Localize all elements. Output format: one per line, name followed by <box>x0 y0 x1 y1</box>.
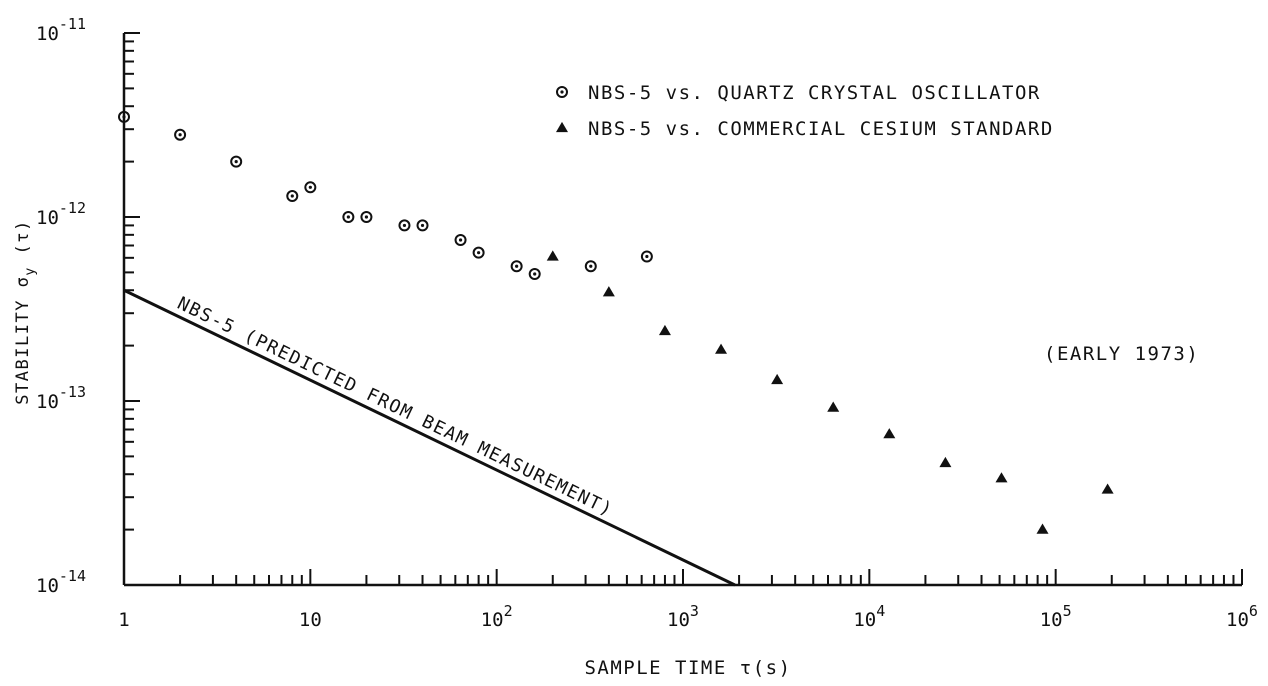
marker-dot <box>458 238 463 242</box>
marker-ring <box>584 260 597 273</box>
cesium-point <box>1036 523 1049 534</box>
y-tick-label: 10-11 <box>36 15 86 45</box>
x-axis-label: SAMPLE TIME τ(s) <box>584 657 791 679</box>
marker-dot <box>234 160 238 164</box>
x-tick-label: 10 <box>299 609 322 631</box>
quartz-point <box>174 128 187 141</box>
marker-dot <box>346 215 350 219</box>
marker-ring <box>174 128 187 141</box>
quartz-point <box>118 110 130 123</box>
predicted-line-label: NBS-5 (PREDICTED FROM BEAM MEASUREMENT) <box>174 293 616 521</box>
y-axis-label: STABILITY σy (τ) <box>13 219 38 404</box>
x-tick-label: 1 <box>118 609 129 631</box>
data-points <box>118 110 1114 534</box>
x-tick-labels: 1 10 102 103 104 105 106 <box>118 602 1258 631</box>
marker-ring <box>510 260 523 273</box>
quartz-point <box>304 181 317 194</box>
cesium-point <box>883 428 896 439</box>
quartz-point <box>584 260 597 273</box>
marker-dot <box>560 90 564 94</box>
quartz-point <box>398 219 411 232</box>
quartz-point <box>510 260 523 273</box>
x-tick-label: 103 <box>667 602 699 631</box>
marker-dot <box>308 185 312 189</box>
quartz-point <box>640 250 653 263</box>
marker-ring <box>528 268 541 281</box>
marker-ring <box>304 181 317 194</box>
marker-dot <box>589 264 593 268</box>
legend-cesium-marker <box>556 121 568 133</box>
cesium-point <box>715 343 728 354</box>
marker-dot <box>122 115 126 119</box>
legend-quartz-marker <box>556 86 568 98</box>
x-tick-label: 105 <box>1040 602 1072 631</box>
marker-dot <box>477 251 481 255</box>
quartz-point <box>230 155 243 168</box>
x-tick-label: 102 <box>481 602 513 631</box>
cesium-point <box>1101 483 1114 494</box>
marker-ring <box>472 246 485 259</box>
legend-label: NBS-5 vs. QUARTZ CRYSTAL OSCILLATOR <box>588 82 1041 104</box>
legend: NBS-5 vs. QUARTZ CRYSTAL OSCILLATOR NBS-5… <box>556 82 1054 140</box>
marker-ring <box>230 155 243 168</box>
y-tick-label: 10-13 <box>36 383 86 413</box>
marker-ring <box>640 250 653 263</box>
marker-dot <box>515 264 519 268</box>
quartz-point <box>360 211 373 223</box>
marker-ring <box>286 190 299 203</box>
predicted-line-series <box>123 288 736 587</box>
quartz-point <box>342 211 355 223</box>
marker-dot <box>178 133 182 137</box>
x-tick-label: 106 <box>1226 602 1258 631</box>
quartz-point <box>416 219 429 232</box>
cesium-point <box>771 373 784 385</box>
quartz-point <box>528 268 541 281</box>
axes <box>122 33 1242 587</box>
cesium-point <box>602 286 615 297</box>
quartz-point <box>454 233 467 246</box>
marker-ring <box>118 110 130 123</box>
cesium-point <box>546 250 559 261</box>
marker-dot <box>420 223 425 228</box>
marker-dot <box>364 215 369 219</box>
marker-ring <box>416 219 429 232</box>
y-tick-label: 10-12 <box>36 199 86 229</box>
marker-dot <box>645 254 649 259</box>
marker-ring <box>454 233 467 246</box>
x-axis-ticks <box>123 569 1243 585</box>
cesium-point <box>995 472 1008 483</box>
cesium-point <box>827 401 840 412</box>
y-tick-labels: 10-14 10-13 10-12 10-11 <box>36 15 86 597</box>
y-axis-ticks <box>124 32 140 586</box>
quartz-point <box>286 190 299 203</box>
legend-label: NBS-5 vs. COMMERCIAL CESIUM STANDARD <box>588 118 1054 140</box>
predicted-line <box>123 288 736 587</box>
cesium-point <box>658 324 671 336</box>
marker-dot <box>290 194 294 198</box>
marker-dot <box>533 272 537 276</box>
y-tick-label: 10-14 <box>36 567 86 597</box>
marker-ring <box>556 86 568 98</box>
marker-ring <box>398 219 411 232</box>
date-annotation: (EARLY 1973) <box>1044 343 1199 365</box>
quartz-point <box>472 246 485 259</box>
cesium-point <box>939 456 952 468</box>
marker-dot <box>402 223 407 228</box>
x-tick-label: 104 <box>853 602 885 631</box>
marker-ring <box>342 211 355 223</box>
marker-ring <box>360 211 373 223</box>
